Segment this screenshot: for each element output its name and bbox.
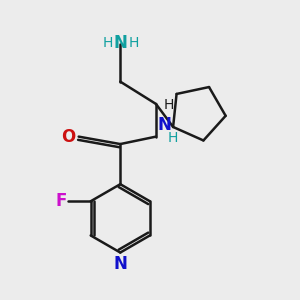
Text: N: N	[113, 255, 127, 273]
Text: N: N	[113, 34, 127, 52]
Text: H: H	[103, 36, 113, 50]
Text: N: N	[158, 116, 171, 134]
Text: H: H	[129, 36, 139, 50]
Text: H: H	[167, 131, 178, 145]
Text: O: O	[61, 128, 76, 146]
Text: H: H	[164, 98, 174, 112]
Text: F: F	[56, 192, 67, 210]
